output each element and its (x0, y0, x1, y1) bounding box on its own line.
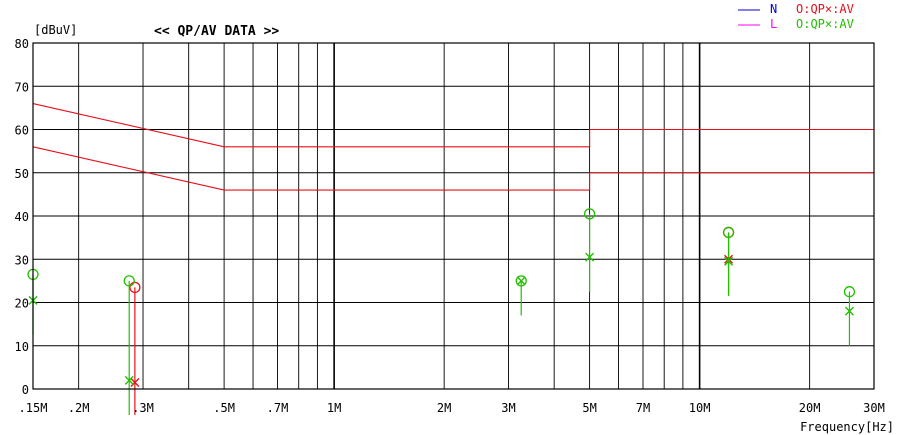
legend-l-markers: O:QP×:AV (796, 17, 854, 31)
limit-line-segment (32, 103, 225, 148)
tick-labels: 0 10 20 30 40 50 60 70 80 .15M .2M .3M .5M .7M 1M 2M 3M 5… (15, 37, 885, 415)
y-axis-label: [dBuV] (34, 23, 77, 37)
x-tick-label: 10M (689, 401, 711, 415)
qp-marker-n (129, 281, 141, 294)
x-tick-label: 1M (327, 401, 341, 415)
qp-marker-l (515, 275, 527, 287)
legend: N O:QP×:AV L O:QP×:AV (738, 2, 854, 31)
x-tick-label: .5M (213, 401, 235, 415)
x-tick-label: .3M (132, 401, 154, 415)
x-axis-label: Frequency[Hz] (800, 420, 894, 434)
qp-marker-l (583, 208, 596, 220)
limit-line-segment (32, 146, 225, 191)
legend-n-label: N (770, 2, 777, 16)
y-tick-label: 60 (15, 124, 29, 138)
av-cross-stroke (585, 252, 595, 262)
limit-lines (32, 103, 874, 191)
x-tick-label: .2M (68, 401, 90, 415)
qp-marker-l (123, 275, 135, 287)
av-cross-stroke (844, 306, 854, 316)
av-marker-l (516, 276, 526, 286)
av-marker-n (130, 378, 140, 388)
x-tick-label: 2M (437, 401, 451, 415)
y-tick-label: 0 (22, 383, 29, 397)
plot-frame (32, 42, 875, 390)
y-tick-label: 80 (15, 37, 29, 51)
av-cross-stroke (724, 256, 734, 266)
y-tick-label: 30 (15, 253, 29, 267)
x-tick-label: 5M (582, 401, 596, 415)
x-tick-label: 20M (799, 401, 821, 415)
legend-n-markers: O:QP×:AV (796, 2, 854, 16)
av-marker-l (585, 252, 595, 262)
y-tick-label: 70 (15, 80, 29, 94)
y-tick-label: 20 (15, 297, 29, 311)
av-cross-stroke (516, 276, 526, 286)
qp-marker-l (722, 226, 735, 239)
av-cross-stroke (130, 378, 140, 388)
data-points (27, 208, 856, 415)
x-tick-label: 30M (863, 401, 885, 415)
x-tick-label: .7M (267, 401, 289, 415)
y-tick-label: 10 (15, 340, 29, 354)
av-marker-l (724, 256, 734, 266)
chart-title: << QP/AV DATA >> (154, 24, 279, 39)
av-marker-l (844, 306, 854, 316)
av-cross-stroke (124, 375, 134, 385)
x-tick-label: 7M (636, 401, 650, 415)
grid (32, 42, 875, 390)
y-tick-label: 50 (15, 167, 29, 181)
x-tick-label: .15M (19, 401, 48, 415)
y-tick-label: 40 (15, 210, 29, 224)
legend-l-label: L (770, 17, 777, 31)
x-tick-label: 3M (501, 401, 515, 415)
av-marker-l (124, 375, 134, 385)
qp-marker-l (843, 286, 856, 298)
